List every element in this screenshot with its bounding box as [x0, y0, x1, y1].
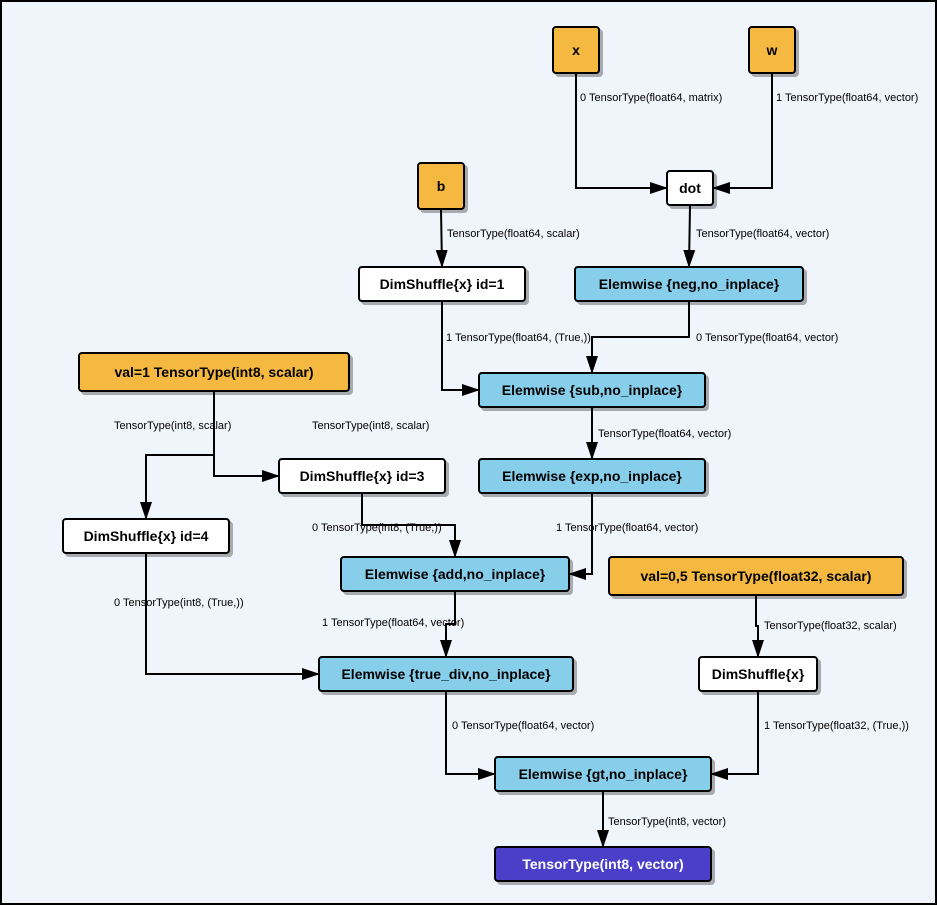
node-sub: Elemwise {sub,no_inplace} — [478, 372, 706, 408]
edge-exp-add — [570, 494, 592, 574]
node-out: TensorType(int8, vector) — [494, 846, 712, 882]
node-b: b — [417, 162, 465, 210]
node-dot: dot — [666, 170, 714, 206]
edge-val05-ds5 — [756, 596, 758, 656]
edge-dot-neg — [689, 206, 690, 266]
edge-label-neg-sub: 0 TensorType(float64, vector) — [696, 332, 838, 344]
node-add: Elemwise {add,no_inplace} — [340, 556, 570, 592]
node-gt: Elemwise {gt,no_inplace} — [494, 756, 712, 792]
edges-layer — [2, 2, 937, 907]
node-ds5: DimShuffle{x} — [698, 656, 818, 692]
edge-label-ds3-add: 0 TensorType(int8, (True,)) — [312, 522, 442, 534]
node-exp: Elemwise {exp,no_inplace} — [478, 458, 706, 494]
edge-ds1-sub — [442, 302, 478, 390]
edge-label-ds4-div: 0 TensorType(int8, (True,)) — [114, 597, 244, 609]
edge-val1-ds3 — [214, 392, 278, 476]
edge-ds5-gt — [712, 692, 758, 774]
edge-b-ds1 — [441, 210, 442, 266]
edge-label-gt-out: TensorType(int8, vector) — [608, 816, 726, 828]
edge-label-div-gt: 0 TensorType(float64, vector) — [452, 720, 594, 732]
edge-label-ds5-gt: 1 TensorType(float32, (True,)) — [764, 720, 909, 732]
edge-label-val05-ds5: TensorType(float32, scalar) — [764, 620, 897, 632]
edge-label-exp-add: 1 TensorType(float64, vector) — [556, 522, 698, 534]
edge-label-ds1-sub: 1 TensorType(float64, (True,)) — [446, 332, 591, 344]
edge-label-sub-exp: TensorType(float64, vector) — [598, 428, 731, 440]
edge-label-w-dot: 1 TensorType(float64, vector) — [776, 92, 918, 104]
node-val1: val=1 TensorType(int8, scalar) — [78, 352, 350, 392]
edge-label-x-dot: 0 TensorType(float64, matrix) — [580, 92, 722, 104]
node-ds3: DimShuffle{x} id=3 — [278, 458, 446, 494]
node-ds4: DimShuffle{x} id=4 — [62, 518, 230, 554]
node-neg: Elemwise {neg,no_inplace} — [574, 266, 804, 302]
edge-neg-sub — [592, 302, 689, 372]
edge-label-val1-ds4: TensorType(int8, scalar) — [114, 420, 231, 432]
node-val05: val=0,5 TensorType(float32, scalar) — [608, 556, 904, 596]
edge-div-gt — [446, 692, 494, 774]
node-x: x — [552, 26, 600, 74]
edge-w-dot — [714, 74, 772, 188]
node-ds1: DimShuffle{x} id=1 — [358, 266, 526, 302]
edge-label-val1-ds3: TensorType(int8, scalar) — [312, 420, 429, 432]
edge-val1-ds4 — [146, 392, 214, 518]
edge-label-b-ds1: TensorType(float64, scalar) — [447, 228, 580, 240]
node-w: w — [748, 26, 796, 74]
node-div: Elemwise {true_div,no_inplace} — [318, 656, 574, 692]
edge-label-dot-neg: TensorType(float64, vector) — [696, 228, 829, 240]
edge-label-add-div: 1 TensorType(float64, vector) — [322, 617, 464, 629]
diagram-canvas: x w b val=1 TensorType(int8, scalar) val=0,5… — [0, 0, 937, 905]
edge-ds4-div — [146, 554, 318, 674]
